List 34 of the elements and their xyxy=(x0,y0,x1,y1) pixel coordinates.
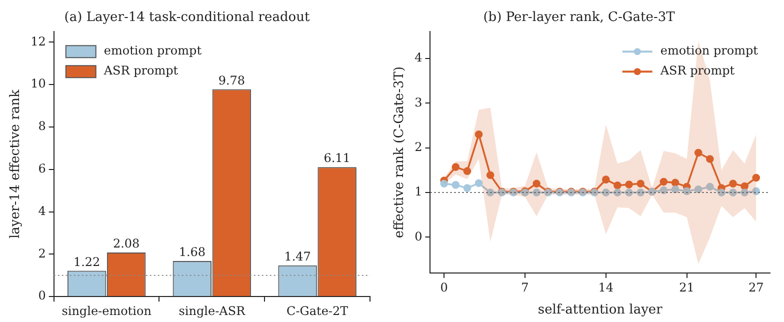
y-axis-title: layer-14 effective rank xyxy=(8,90,24,239)
legend-label: ASR prompt xyxy=(659,64,735,78)
data-label: 1.47 xyxy=(284,250,311,264)
data-label: 2.08 xyxy=(112,236,140,251)
x-tick-label: 0 xyxy=(440,280,448,294)
y-axis-title: effective rank (C-Gate-3T) xyxy=(392,66,408,238)
x-tick-label: single-emotion xyxy=(62,304,152,318)
chart-title: (b) Per-layer rank, C-Gate-3T xyxy=(483,10,676,26)
x-tick-label: 27 xyxy=(748,280,764,294)
x-tick-label: single-ASR xyxy=(178,304,246,318)
x-tick-label: C-Gate-2T xyxy=(286,304,348,318)
y-tick-label: 1 xyxy=(414,184,422,199)
y-tick-label: 10 xyxy=(30,76,46,91)
legend-label: ASR prompt xyxy=(102,64,178,78)
y-tick-label: 3 xyxy=(414,95,422,110)
y-tick-label: 2 xyxy=(38,246,46,260)
data-label: 1.22 xyxy=(73,254,100,269)
y-tick-label: 6 xyxy=(38,162,46,176)
legend-label: emotion prompt xyxy=(660,44,758,58)
x-tick-label: 21 xyxy=(679,280,694,294)
y-tick-label: 12 xyxy=(30,34,46,48)
x-tick-label: 7 xyxy=(521,280,529,294)
y-tick-label: 4 xyxy=(414,50,423,65)
x-axis-title: self-attention layer xyxy=(538,302,664,318)
y-tick-label: 4 xyxy=(38,204,46,218)
data-label: 9.78 xyxy=(218,73,246,88)
y-tick-label: 0 xyxy=(414,229,422,244)
x-tick-label: 14 xyxy=(598,280,614,294)
y-tick-label: 2 xyxy=(414,140,422,154)
legend-label: emotion prompt xyxy=(104,44,202,58)
data-label: 1.68 xyxy=(178,245,206,260)
y-tick-label: 8 xyxy=(38,119,46,134)
data-label: 6.11 xyxy=(324,151,350,166)
chart-title: (a) Layer-14 task-conditional readout xyxy=(64,10,310,26)
